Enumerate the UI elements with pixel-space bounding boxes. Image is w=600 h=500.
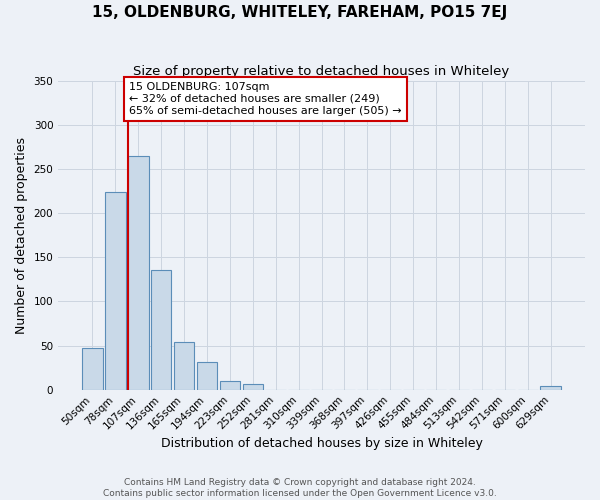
Bar	[151, 270, 172, 390]
Text: 15, OLDENBURG, WHITELEY, FAREHAM, PO15 7EJ: 15, OLDENBURG, WHITELEY, FAREHAM, PO15 7…	[92, 5, 508, 20]
Bar	[197, 362, 217, 390]
Bar	[82, 348, 103, 390]
Bar	[242, 384, 263, 390]
Bar	[128, 156, 149, 390]
X-axis label: Distribution of detached houses by size in Whiteley: Distribution of detached houses by size …	[161, 437, 482, 450]
Y-axis label: Number of detached properties: Number of detached properties	[15, 136, 28, 334]
Text: 15 OLDENBURG: 107sqm
← 32% of detached houses are smaller (249)
65% of semi-deta: 15 OLDENBURG: 107sqm ← 32% of detached h…	[129, 82, 402, 116]
Title: Size of property relative to detached houses in Whiteley: Size of property relative to detached ho…	[133, 65, 510, 78]
Bar	[220, 381, 240, 390]
Bar	[105, 192, 125, 390]
Text: Contains HM Land Registry data © Crown copyright and database right 2024.
Contai: Contains HM Land Registry data © Crown c…	[103, 478, 497, 498]
Bar	[174, 342, 194, 390]
Bar	[541, 386, 561, 390]
